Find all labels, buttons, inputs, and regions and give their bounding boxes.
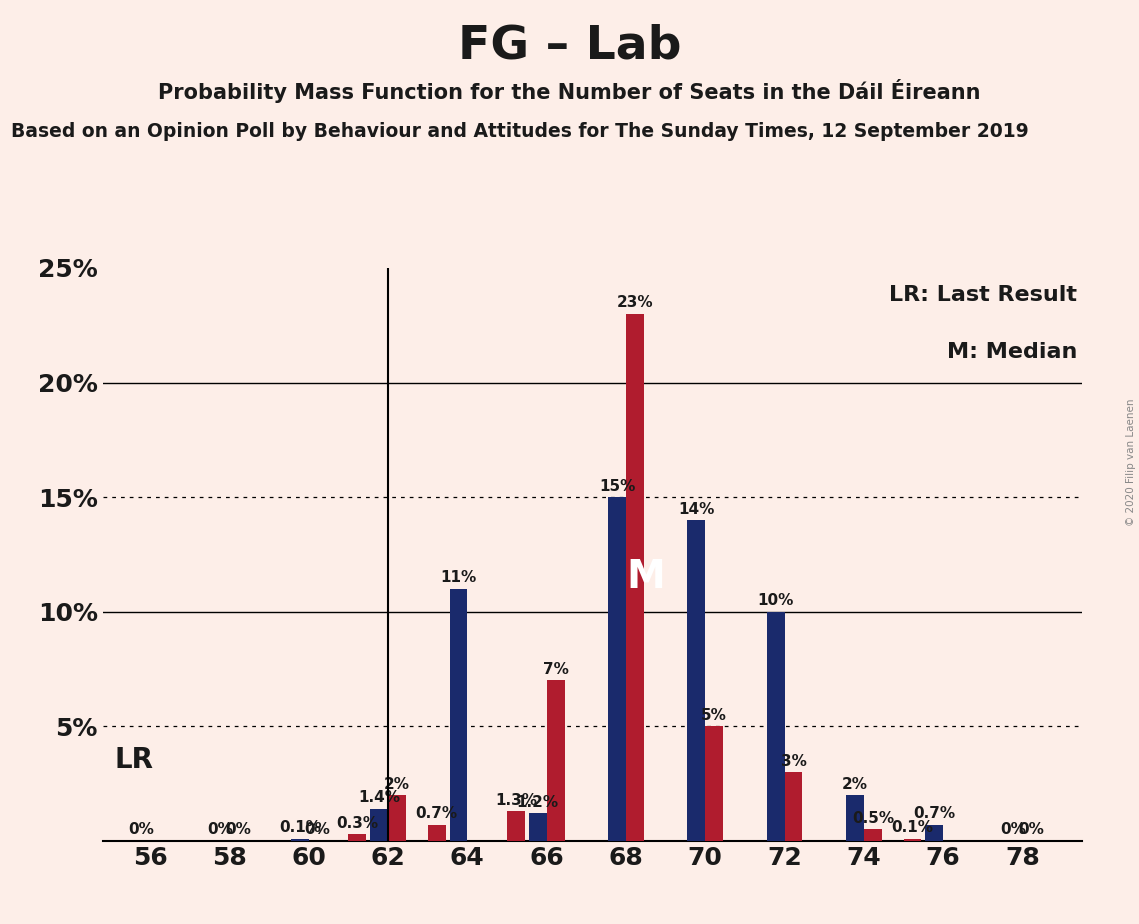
Text: 1.4%: 1.4% [358, 790, 400, 806]
Bar [846, 795, 865, 841]
Bar [290, 839, 309, 841]
Text: 23%: 23% [616, 296, 654, 310]
Text: 0.7%: 0.7% [416, 807, 458, 821]
Bar [450, 589, 467, 841]
Bar [608, 497, 626, 841]
Text: 0.5%: 0.5% [852, 811, 894, 826]
Text: LR: LR [114, 746, 154, 773]
Bar [626, 314, 644, 841]
Text: 5%: 5% [702, 708, 727, 723]
Bar [865, 830, 882, 841]
Bar [428, 825, 445, 841]
Text: 0%: 0% [1018, 822, 1044, 837]
Bar [705, 726, 723, 841]
Bar [688, 520, 705, 841]
Text: 0.3%: 0.3% [336, 816, 378, 831]
Text: 0%: 0% [207, 822, 233, 837]
Text: 10%: 10% [757, 593, 794, 608]
Text: Based on an Opinion Poll by Behaviour and Attitudes for The Sunday Times, 12 Sep: Based on an Opinion Poll by Behaviour an… [11, 122, 1030, 141]
Text: 0%: 0% [129, 822, 154, 837]
Text: 14%: 14% [678, 502, 714, 517]
Bar [767, 612, 785, 841]
Text: 15%: 15% [599, 479, 636, 493]
Bar [388, 795, 405, 841]
Text: M: M [626, 558, 665, 596]
Text: Probability Mass Function for the Number of Seats in the Dáil Éireann: Probability Mass Function for the Number… [158, 79, 981, 103]
Text: 2%: 2% [384, 776, 410, 792]
Text: 3%: 3% [780, 754, 806, 769]
Text: 0%: 0% [226, 822, 252, 837]
Text: 0%: 0% [305, 822, 330, 837]
Text: 1.2%: 1.2% [517, 795, 559, 810]
Bar [925, 825, 943, 841]
Bar [507, 811, 525, 841]
Text: 1.3%: 1.3% [495, 793, 536, 808]
Bar [370, 808, 388, 841]
Text: 0%: 0% [1001, 822, 1026, 837]
Text: 0.1%: 0.1% [279, 821, 321, 835]
Text: 0.7%: 0.7% [913, 807, 956, 821]
Text: FG – Lab: FG – Lab [458, 23, 681, 68]
Bar [547, 680, 565, 841]
Text: 0.1%: 0.1% [892, 821, 934, 835]
Text: LR: Last Result: LR: Last Result [890, 286, 1077, 305]
Bar [528, 813, 547, 841]
Bar [349, 834, 367, 841]
Text: © 2020 Filip van Laenen: © 2020 Filip van Laenen [1126, 398, 1136, 526]
Text: 7%: 7% [542, 662, 568, 677]
Text: 11%: 11% [441, 570, 476, 585]
Bar [903, 839, 921, 841]
Bar [785, 772, 803, 841]
Text: 2%: 2% [842, 776, 868, 792]
Text: M: Median: M: Median [947, 343, 1077, 362]
